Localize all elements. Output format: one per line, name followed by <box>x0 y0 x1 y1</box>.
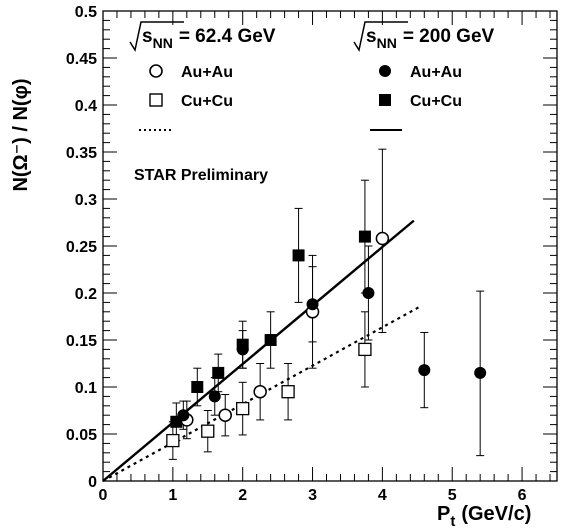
data-point-filled-square <box>212 366 225 379</box>
y-tick-label: 0.05 <box>66 427 97 444</box>
x-tick-label: 2 <box>238 487 247 504</box>
error-bars <box>168 148 485 460</box>
legend-62gev-s: s <box>142 26 153 47</box>
fit-lines <box>102 219 422 482</box>
x-axis-title-sub: t <box>450 513 455 530</box>
legend-62gev: sNN = 62.4 GeV Au+Au Cu+Cu <box>129 21 276 131</box>
data-point-open-circle <box>375 231 390 246</box>
legend-62gev-cucu: Cu+Cu <box>181 93 233 110</box>
legend-200gev-cucu: Cu+Cu <box>410 93 462 110</box>
legend-62gev-sub: NN <box>153 35 173 51</box>
data-point-filled-circle <box>306 298 319 311</box>
star-preliminary-label: STAR Preliminary <box>134 167 268 184</box>
x-axis-title-unit: (GeV/c) <box>461 503 531 525</box>
y-tick-label: 0.15 <box>66 333 97 350</box>
plot-frame-rect <box>102 10 558 482</box>
legend-200gev-sub: NN <box>377 35 397 51</box>
y-tick-label: 0.5 <box>75 4 97 21</box>
data-point-open-square <box>236 401 250 416</box>
filled-circle-marker-icon <box>379 65 391 77</box>
data-point-open-square <box>201 424 215 438</box>
data-point-filled-circle <box>474 366 487 379</box>
legend-200gev-header: sNN = 200 GeV <box>366 26 495 51</box>
y-tick-label: 0 <box>88 474 97 491</box>
sqrt-sign-icon <box>129 21 184 52</box>
legend-200gev-s: s <box>366 26 377 47</box>
data-point-filled-square <box>236 338 249 351</box>
data-point-filled-square <box>264 334 277 346</box>
data-point-filled-square <box>292 249 305 262</box>
legend-62gev-header: sNN = 62.4 GeV <box>142 26 276 51</box>
fit-line-200gev <box>102 219 415 482</box>
y-tick-label: 0.1 <box>75 380 97 397</box>
y-tick-label: 0.25 <box>66 239 97 256</box>
legend-200gev-energy: = 200 GeV <box>403 26 495 47</box>
y-tick-label: 0.3 <box>75 192 97 209</box>
data-point-filled-circle <box>418 364 431 377</box>
axis-ticks: 0 1 2 3 4 5 6 0 0.05 0.1 0.15 0.2 0.25 0.3 0.35 0.4 0.45… <box>66 4 557 504</box>
data-point-filled-square <box>358 230 371 243</box>
fit-line-62gev <box>102 305 422 482</box>
y-tick-label: 0.2 <box>75 286 97 303</box>
x-tick-label: 4 <box>378 487 387 504</box>
y-axis-title: N(Ω⁻) / N(φ) <box>10 78 32 191</box>
data-point-filled-square <box>170 415 183 428</box>
x-tick-label: 0 <box>99 487 108 504</box>
data-point-open-circle <box>253 384 267 399</box>
x-axis-title: Pt (GeV/c) <box>437 503 531 530</box>
open-square-marker-icon <box>149 93 163 107</box>
x-tick-label: 5 <box>448 487 457 504</box>
data-point-filled-circle <box>362 287 375 299</box>
data-point-open-square <box>281 385 295 399</box>
x-tick-label: 1 <box>168 487 177 504</box>
x-tick-label: 6 <box>518 487 527 504</box>
data-point-filled-square <box>191 381 204 393</box>
plot-frame <box>102 10 558 482</box>
y-tick-label: 0.4 <box>75 98 97 115</box>
filled-square-marker-icon <box>379 94 391 106</box>
y-tick-label: 0.45 <box>66 51 97 68</box>
x-axis-title-main: P <box>437 503 450 525</box>
y-tick-label: 0.35 <box>66 145 97 162</box>
data-point-open-square <box>166 433 180 448</box>
legend-200gev-auau: Au+Au <box>410 64 462 81</box>
sqrt-sign-icon <box>353 21 408 52</box>
data-point-open-square <box>358 342 372 357</box>
x-tick-label: 3 <box>308 487 317 504</box>
data-point-filled-circle <box>208 390 221 403</box>
legend-200gev: sNN = 200 GeV Au+Au Cu+Cu <box>353 21 495 131</box>
legend-62gev-auau: Au+Au <box>181 64 233 81</box>
legend-62gev-energy: = 62.4 GeV <box>179 26 276 47</box>
data-point-open-circle <box>218 408 232 422</box>
open-circle-marker-icon <box>149 64 163 78</box>
data-points <box>166 230 487 448</box>
